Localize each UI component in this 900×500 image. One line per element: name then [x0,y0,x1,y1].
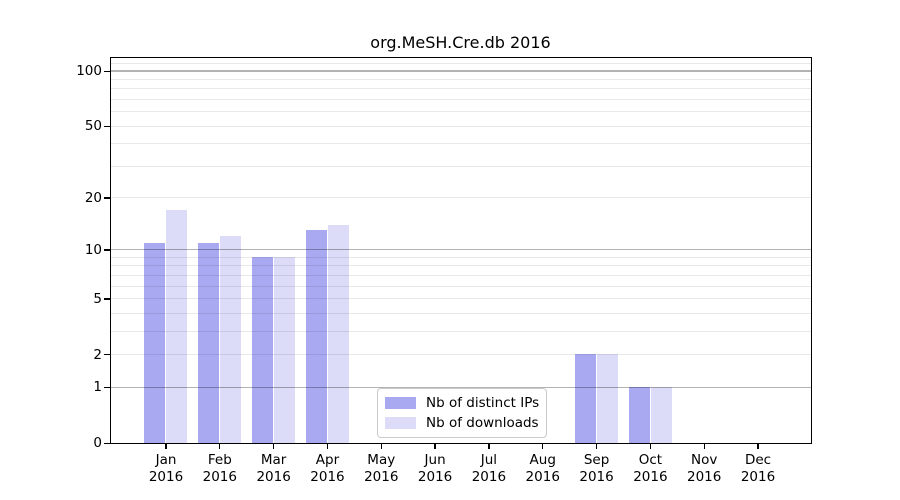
bar-downloads-jan [166,210,188,443]
y-tick-mark [104,197,110,199]
bar-distinct_ips-mar [251,257,273,443]
bar-distinct_ips-jan [144,242,166,443]
x-tick-label: Jun 2016 [417,452,453,485]
bar-distinct_ips-oct [628,387,650,443]
bar-downloads-mar [273,257,295,443]
bar-downloads-oct [650,387,672,443]
y-tick-label: 50 [84,118,102,135]
y-tick-mark [104,298,110,300]
x-tick-label: Dec 2016 [740,452,776,485]
legend-item-distinct-ips: Nb of distinct IPs [385,394,540,413]
gridline-minor [111,197,811,199]
y-tick-label: 20 [84,189,102,206]
legend-label-distinct-ips: Nb of distinct IPs [426,395,540,412]
bar-distinct_ips-feb [198,242,220,443]
gridline-minor [111,265,811,267]
x-tick-label: Apr 2016 [310,452,345,485]
x-tick-label: Nov 2016 [687,452,722,485]
bar-downloads-feb [220,236,242,443]
y-tick-mark [104,442,110,444]
x-tick-mark [595,443,598,450]
x-tick-label: Jan 2016 [148,452,184,485]
legend-swatch-downloads [385,416,416,430]
x-tick-mark [326,443,329,450]
gridline-minor [111,353,811,355]
bar-distinct_ips-apr [305,230,327,443]
x-tick-label: Feb 2016 [202,452,237,485]
gridline-minor [111,62,811,64]
gridline-minor [111,274,811,276]
bar-downloads-apr [327,224,349,443]
x-tick-label: Aug 2016 [525,452,560,485]
x-tick-label: Oct 2016 [633,452,668,485]
gridline-major [111,386,811,388]
x-tick-mark [703,443,705,450]
x-tick-label: Sep 2016 [579,452,614,485]
legend-label-downloads: Nb of downloads [426,414,539,431]
x-tick-mark [542,443,544,450]
y-tick-label: 100 [76,63,102,80]
gridline-minor [111,88,811,90]
y-tick-label: 5 [93,290,102,307]
gridline-minor [111,111,811,113]
legend-swatch-distinct-ips [385,396,416,410]
y-tick-mark [104,125,110,128]
gridline-minor [111,78,811,80]
x-tick-mark [757,443,759,450]
gridline-minor [111,98,811,100]
bar-downloads-sep [596,354,618,443]
x-tick-label: May 2016 [364,452,399,485]
gridline-minor [111,165,811,167]
gridline-minor [111,256,811,258]
gridline-minor [111,285,811,287]
y-tick-label: 2 [93,346,102,363]
x-tick-mark [434,443,436,450]
gridline-major [111,70,811,72]
x-tick-mark [488,443,490,450]
plot-area [110,57,812,444]
x-tick-mark [272,443,275,450]
legend-item-downloads: Nb of downloads [385,413,539,432]
y-tick-label: 10 [84,242,102,259]
y-tick-mark [104,354,110,356]
y-tick-label: 1 [93,379,102,396]
y-tick-mark [104,249,110,251]
x-tick-mark [165,443,167,450]
x-tick-mark [380,443,382,450]
y-tick-mark [104,386,110,389]
gridline-minor [111,298,811,300]
gridline-minor [111,125,811,127]
x-tick-label: Jul 2016 [471,452,507,485]
gridline-minor [111,312,811,314]
bar-distinct_ips-sep [574,354,596,443]
gridline-minor [111,330,811,332]
x-tick-mark [219,443,221,450]
legend: Nb of distinct IPs Nb of downloads [377,388,547,438]
x-tick-label: Mar 2016 [256,452,291,485]
y-tick-label: 0 [93,435,102,452]
y-tick-mark [104,70,110,72]
gridline-major [111,249,811,251]
gridline-minor [111,143,811,145]
x-tick-mark [649,443,652,450]
chart-title: org.MeSH.Cre.db 2016 [370,33,551,52]
